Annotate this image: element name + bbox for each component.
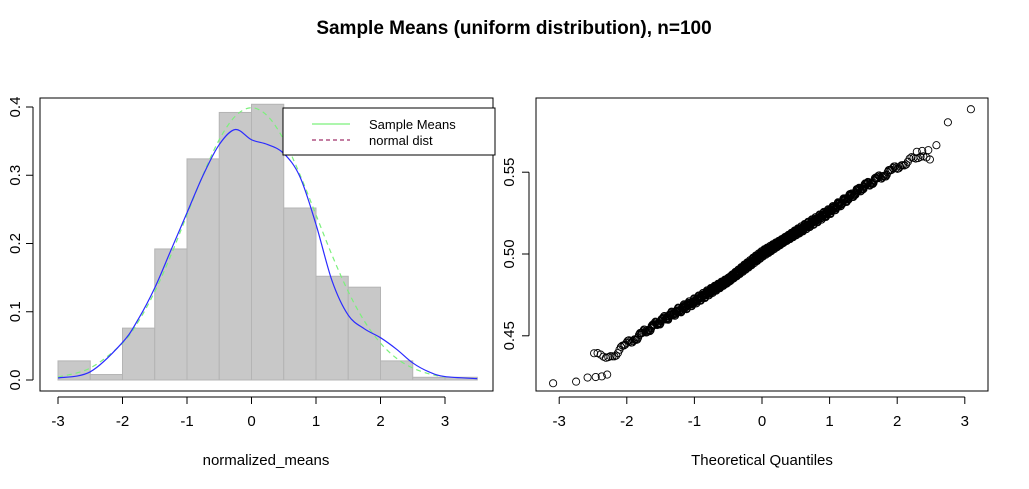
histogram-bar (186, 158, 220, 381)
qq-points (549, 105, 975, 388)
histogram-bar (251, 103, 285, 381)
qq-point (902, 160, 911, 169)
histogram-y-tick-label: 0.0 (7, 370, 24, 391)
qq-y-tick-label: 0.50 (501, 239, 518, 268)
histogram-bar (412, 376, 446, 381)
histogram-bar (380, 360, 414, 381)
qq-point (590, 349, 599, 358)
qq-x-tick-label: -3 (553, 413, 566, 430)
qq-point (583, 373, 592, 382)
qq-point (925, 155, 934, 164)
qq-point (628, 338, 637, 347)
qq-y-tick-label: 0.45 (501, 321, 518, 350)
qq-point (932, 141, 941, 150)
histogram-bar (347, 286, 381, 381)
histogram-y-axis: 0.0 0.1 0.2 0.3 0.4 (7, 97, 34, 391)
qq-x-tick-label: 3 (961, 413, 969, 430)
qq-point (549, 379, 558, 388)
histogram-x-tick-label: -1 (180, 413, 193, 430)
histogram-x-axis-label: normalized_means (203, 452, 330, 469)
histogram-y-tick-label: 0.1 (7, 301, 24, 322)
qq-x-axis-label: Theoretical Quantiles (691, 452, 833, 469)
histogram-y-tick-label: 0.3 (7, 165, 24, 186)
histogram-x-tick-label: 1 (312, 413, 320, 430)
histogram-x-tick-label: -3 (51, 413, 64, 430)
histogram-x-tick-label: 3 (441, 413, 449, 430)
legend-label-normal-dist: normal dist (369, 133, 433, 148)
qq-x-tick-label: 1 (825, 413, 833, 430)
qq-x-tick-label: 0 (758, 413, 766, 430)
qq-point (918, 146, 927, 155)
histogram-bar (218, 111, 252, 381)
qq-point (603, 370, 612, 379)
qq-point (597, 372, 606, 381)
histogram-x-tick-label: -2 (116, 413, 129, 430)
sample-means-density-line (57, 128, 478, 380)
qq-point (591, 372, 600, 382)
histogram-bar (283, 207, 317, 381)
histogram-x-tick-label: 0 (247, 413, 255, 430)
histogram-x-tick-label: 2 (376, 413, 384, 430)
qq-plot-frame (535, 97, 989, 392)
legend-label-sample-means: Sample Means (369, 117, 456, 132)
qq-plot-panel: -3 -2 -1 0 1 2 3 0.45 0.50 0.55 Theoretical Quan… (501, 97, 989, 469)
density-curves (57, 107, 478, 380)
qq-x-tick-label: 2 (893, 413, 901, 430)
qq-x-tick-label: -1 (688, 413, 701, 430)
qq-point (912, 147, 921, 156)
histogram-panel: Sample Means normal dist -3 -2 -1 0 1 2 3 0.00… (7, 97, 496, 469)
histogram-y-tick-label: 0.4 (7, 97, 24, 118)
histogram-bar (154, 248, 188, 381)
histogram-plot-frame (39, 97, 494, 392)
histogram-y-tick-label: 0.2 (7, 233, 24, 254)
figure-title: Sample Means (uniform distribution), n=1… (316, 18, 711, 39)
qq-point (943, 118, 952, 127)
qq-point (572, 377, 581, 386)
qq-y-axis: 0.45 0.50 0.55 (501, 158, 530, 350)
qq-point (891, 162, 900, 171)
qq-point (606, 352, 615, 361)
histogram-bars (57, 103, 478, 381)
qq-point (924, 146, 933, 155)
qq-point (966, 105, 975, 114)
histogram-legend: Sample Means normal dist (282, 107, 496, 156)
qq-point (862, 180, 871, 189)
histogram-x-axis: -3 -2 -1 0 1 2 3 (51, 396, 449, 430)
qq-x-axis: -3 -2 -1 0 1 2 3 (553, 396, 969, 430)
qq-y-tick-label: 0.55 (501, 158, 518, 187)
qq-point (905, 154, 914, 163)
histogram-bar (315, 275, 349, 381)
histogram-bar (89, 374, 123, 381)
legend-box (282, 107, 496, 156)
qq-x-tick-label: -2 (620, 413, 633, 430)
